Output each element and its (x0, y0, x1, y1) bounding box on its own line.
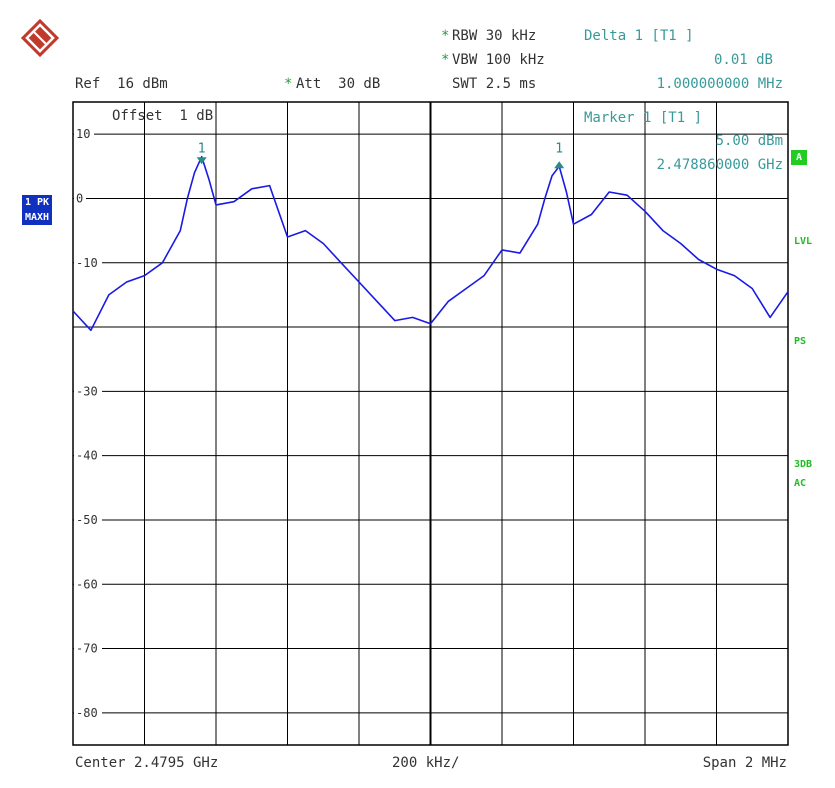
sweep-time: SWT 2.5 ms (452, 76, 537, 92)
y-tick-bg (74, 641, 102, 655)
y-tick-bg (74, 448, 102, 462)
y-tick-label: 0 (76, 191, 83, 205)
marker-freq: 2.478860000 GHz (656, 157, 783, 173)
att-asterisk: * (284, 76, 293, 92)
marker-triangle (554, 161, 565, 169)
delta-freq: 1.000000000 MHz (656, 76, 783, 92)
vbw: VBW 100 kHz (452, 52, 545, 68)
y-tick-label: -70 (76, 642, 98, 656)
offset-label: Offset 1 dB (112, 108, 214, 124)
ac-indicator: AC (794, 478, 807, 489)
y-tick-bg (74, 577, 102, 591)
delta-level: 0.01 dB (713, 52, 773, 68)
y-tick-bg (74, 512, 102, 526)
marker-level: 5.00 dBm (715, 133, 783, 149)
y-tick-bg (74, 384, 102, 398)
y-tick-bg (74, 191, 86, 205)
trace-detector-tag: 1 PK (22, 195, 53, 210)
rbw: RBW 30 kHz (452, 28, 537, 44)
delta-title: Delta 1 [T1 ] (584, 28, 694, 44)
center-frequency: Center 2.4795 GHz (75, 755, 219, 771)
marker-label: 1 (555, 141, 563, 156)
3db-indicator: 3DB (794, 459, 813, 470)
frequency-per-division: 200 kHz/ (392, 755, 460, 771)
y-tick-label: -60 (76, 577, 98, 591)
y-tick-label: -80 (76, 706, 98, 720)
y-tick-label: -30 (76, 384, 98, 398)
y-tick-bg (74, 127, 94, 141)
lvl-indicator: LVL (794, 236, 813, 247)
trace-mode-tag: MAXH (22, 210, 53, 225)
spectrum-trace (72, 155, 789, 332)
y-tick-label: 10 (76, 127, 90, 141)
y-tick-label: -40 (76, 449, 98, 463)
y-tick-bg (74, 255, 102, 269)
span: Span 2 MHz (702, 755, 787, 771)
brand-logo (20, 18, 60, 58)
marker-title: Marker 1 [T1 ] (584, 110, 703, 126)
ref-level: Ref 16 dBm (75, 76, 168, 92)
vbw-asterisk: * (441, 52, 450, 68)
y-tick-label: -50 (76, 513, 98, 527)
y-tick-label: -10 (76, 256, 98, 270)
marker-triangle (196, 157, 207, 165)
rbw-asterisk: * (441, 28, 450, 44)
trace-a-indicator: A (791, 150, 808, 165)
ps-indicator: PS (794, 336, 807, 347)
attenuation: Att 30 dB (296, 76, 381, 92)
marker-label: 1 (198, 141, 206, 156)
y-tick-bg (74, 705, 102, 719)
